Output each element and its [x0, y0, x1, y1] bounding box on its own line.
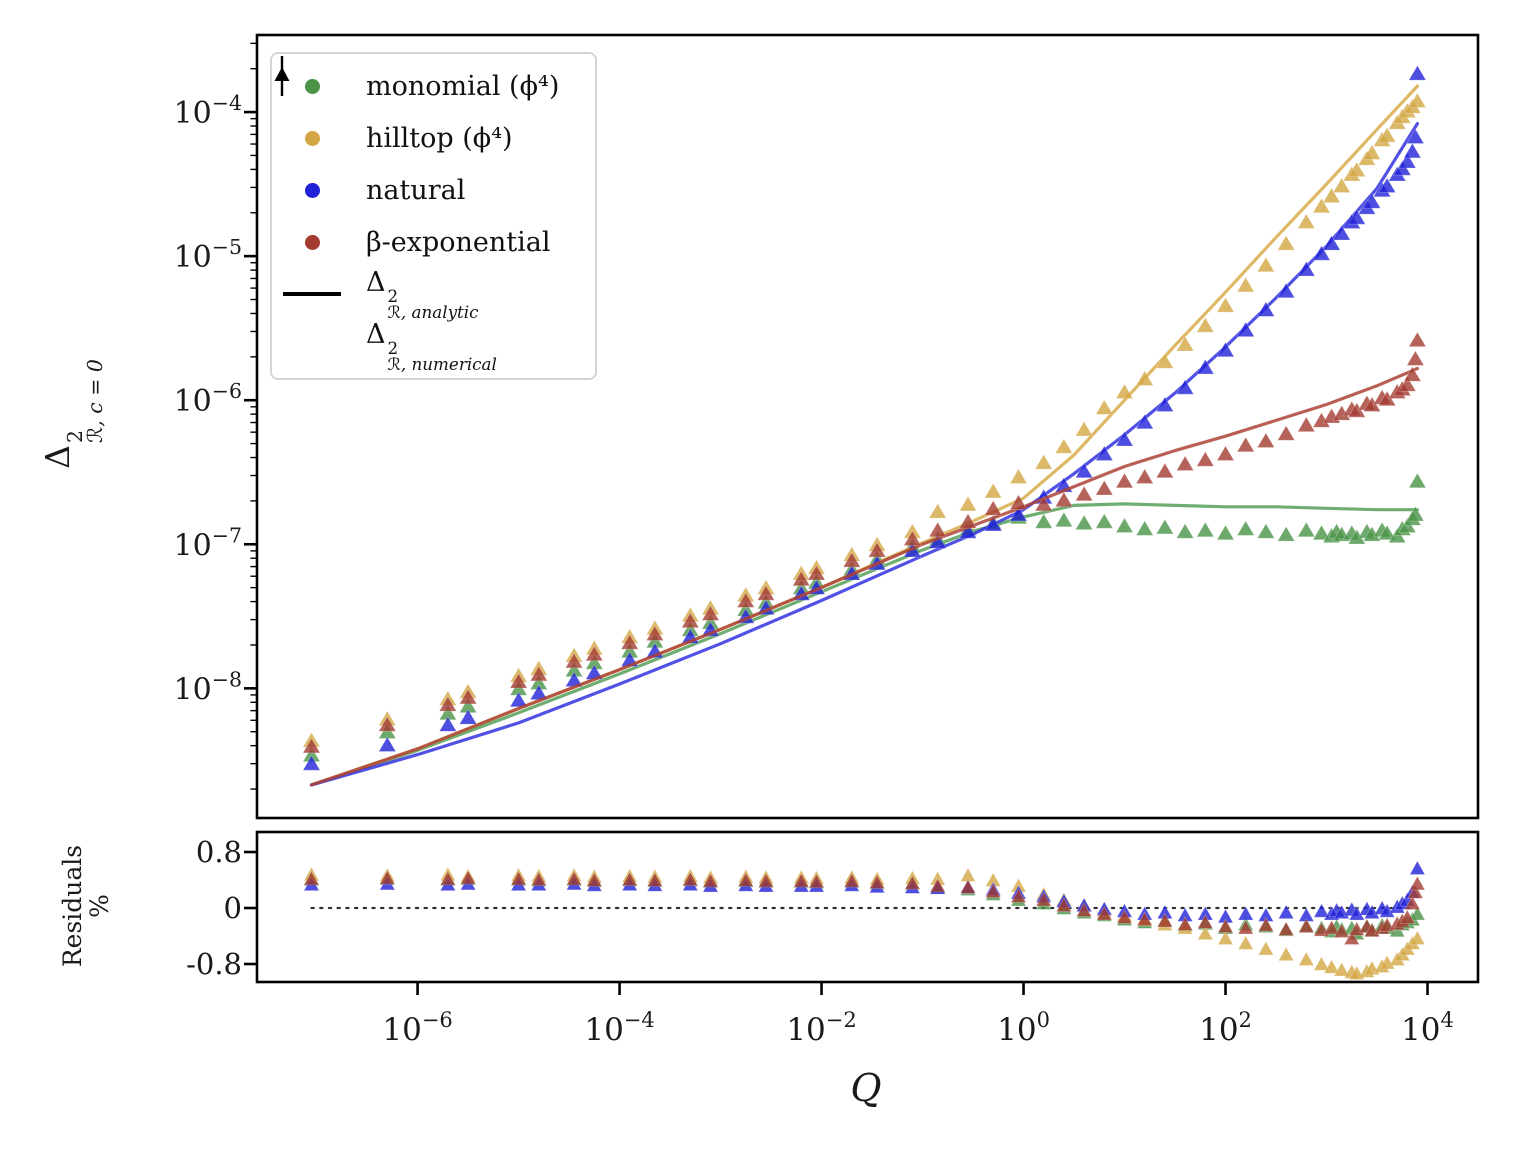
series-beta-exponential-numerical-markers [302, 331, 1427, 754]
svg-text:104: 104 [1401, 1008, 1454, 1048]
y-axis-label-residuals: Residuals % [58, 821, 115, 991]
svg-text:0: 0 [224, 891, 242, 925]
svg-text:10−5: 10−5 [174, 235, 242, 275]
svg-text:-0.8: -0.8 [186, 947, 242, 981]
svg-text:100: 100 [997, 1008, 1050, 1048]
svg-text:10−6: 10−6 [174, 379, 242, 419]
legend-item-analytic: Δ 2 ℛ, analytic [272, 267, 595, 320]
legend: monomial (ϕ⁴) hilltop (ϕ⁴) natural β-exp… [270, 52, 597, 380]
y-axis-label-main: Δ 2 ℛ, c = 0 [38, 359, 107, 469]
series-hilltop-numerical-markers [302, 92, 1427, 748]
natural-dot-icon [272, 182, 352, 198]
legend-label-analytic: Δ 2 ℛ, analytic [366, 267, 479, 322]
analytic-line-icon [272, 292, 352, 296]
svg-text:0.8: 0.8 [196, 835, 242, 869]
residuals-label-text: Residuals [58, 844, 87, 968]
hilltop-dot-icon [272, 130, 352, 146]
legend-label-beta-exponential: β-exponential [366, 226, 551, 258]
svg-text:10−8: 10−8 [174, 667, 242, 707]
legend-item-hilltop: hilltop (ϕ⁴) [272, 115, 595, 161]
svg-text:10−7: 10−7 [174, 523, 242, 563]
legend-label-numerical: Δ 2 ℛ, numerical [366, 319, 497, 374]
svg-text:10−4: 10−4 [584, 1008, 654, 1048]
percent-label-text: % [85, 894, 114, 918]
series-beta-exponential-analytic-line [309, 366, 1419, 787]
x-axis-label: Q [850, 1066, 882, 1110]
legend-label-natural: natural [366, 174, 466, 206]
legend-label-monomial: monomial (ϕ⁴) [366, 70, 560, 102]
legend-item-natural: natural [272, 167, 595, 213]
monomial-dot-icon [272, 78, 352, 94]
series-natural-residual-markers [303, 860, 1426, 924]
svg-text:10−6: 10−6 [382, 1008, 452, 1048]
axis-ticks [244, 42, 1429, 995]
legend-item-numerical: Δ 2 ℛ, numerical [272, 56, 595, 372]
legend-label-hilltop: hilltop (ϕ⁴) [366, 122, 513, 154]
tick-labels: 10−4 10−5 10−6 10−7 10−8 10−6 10−4 10−2 100 102 10… [174, 91, 1454, 1048]
svg-text:10−2: 10−2 [786, 1008, 856, 1048]
svg-text:102: 102 [1199, 1008, 1252, 1048]
series-monomial-analytic-line [309, 502, 1419, 787]
legend-item-beta-exponential: β-exponential [272, 219, 595, 265]
beta-exponential-dot-icon [272, 234, 352, 250]
svg-text:10−4: 10−4 [174, 91, 242, 131]
legend-item-monomial: monomial (ϕ⁴) [272, 63, 595, 109]
series-beta-exponential-residual-markers [303, 869, 1426, 945]
